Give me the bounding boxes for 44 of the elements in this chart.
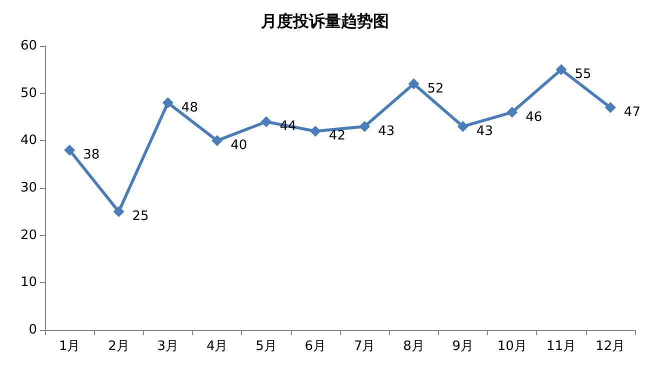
data-label: 42 [328,128,346,144]
point [162,97,174,108]
chart-title: 月度投诉量趋势图 [260,12,389,30]
x-tick-label: 1月 [58,339,80,354]
point [408,78,420,90]
point [457,120,468,132]
y-tick-label: 40 [20,133,37,148]
y-tick-label: 60 [20,38,37,54]
x-tick-label: 5月 [256,339,277,354]
data-label: 43 [476,124,493,139]
point [260,116,272,128]
point [604,102,616,114]
data-label: 46 [526,110,542,125]
point [310,126,321,137]
data-label: 55 [574,67,592,82]
y-tick-label: 10 [20,275,37,290]
x-tick-label: 12月 [596,339,626,354]
x-tick-label: 11月 [546,339,576,354]
data-label: 48 [181,100,198,116]
data-label: 40 [230,138,248,154]
point [64,144,76,156]
point [212,135,223,146]
x-tick-label: 8月 [403,339,424,354]
x-tick-label: 7月 [354,339,376,354]
x-tick-label: 4月 [206,339,228,354]
y-tick-label: 50 [20,86,37,101]
x-tick-label: 9月 [452,339,474,354]
y-tick-label: 20 [20,228,37,243]
x-tick-label: 6月 [304,339,326,354]
point [359,120,370,132]
point [506,106,518,118]
point [556,64,567,76]
data-label: 44 [280,119,296,134]
x-tick-label: 10月 [497,339,527,354]
x-tick-label: 3月 [157,339,179,354]
x-tick-label: 2月 [108,339,130,354]
data-label: 47 [624,105,640,120]
data-label: 25 [132,209,149,224]
y-tick-label: 0 [28,322,37,338]
y-tick-label: 30 [20,180,37,196]
point [113,206,124,218]
data-label: 43 [378,124,395,139]
data-label: 38 [83,148,100,163]
data-label: 52 [427,81,444,96]
